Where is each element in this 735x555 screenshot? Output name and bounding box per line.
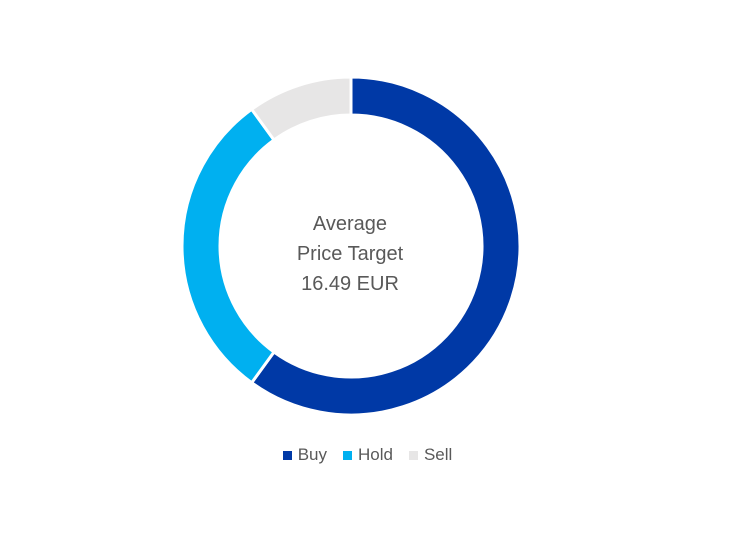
center-label-line-3: 16.49 EUR	[301, 273, 399, 295]
donut-slice-sell	[249, 75, 353, 143]
legend-label-hold: Hold	[357, 445, 393, 464]
legend-label-buy: Buy	[297, 445, 327, 464]
legend-swatch-sell	[408, 450, 418, 460]
center-label-line-1: Average	[312, 213, 388, 235]
legend-label-sell: Sell	[423, 445, 453, 464]
legend-item-sell: Sell	[408, 445, 453, 465]
legend-item-buy: Buy	[282, 445, 327, 465]
center-label-line-2: Price Target	[296, 243, 404, 265]
legend-swatch-hold	[342, 450, 352, 460]
legend-item-hold: Hold	[342, 445, 393, 465]
legend-swatch-buy	[282, 450, 292, 460]
chart-legend: Buy Hold Sell	[0, 445, 735, 465]
donut-slice-buy	[249, 75, 522, 417]
